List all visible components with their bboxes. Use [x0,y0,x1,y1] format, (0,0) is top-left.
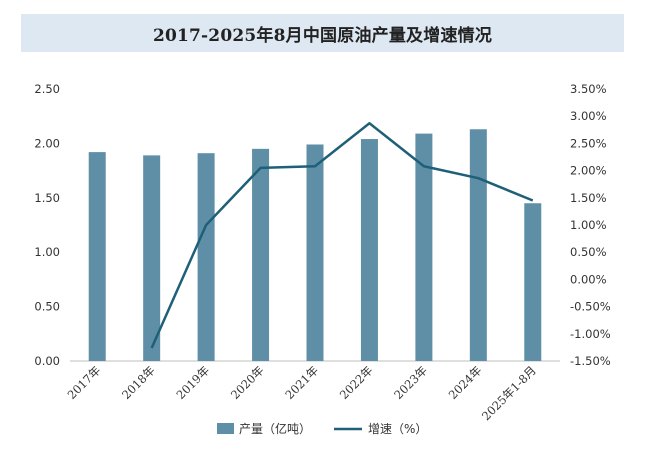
bar-production [88,152,106,361]
y-right-tick-label: 2.50% [570,136,607,150]
y-right-tick-label: 3.00% [570,109,607,123]
y-left-tick-label: 2.00 [34,136,60,150]
bar-production [524,203,542,361]
legend-swatch-production [217,423,234,434]
y-right-tick-label: -0.50% [570,300,611,314]
bar-production [415,133,433,361]
bar-production [360,139,378,361]
y-right-tick-label: 0.00% [570,272,607,286]
bar-production [143,155,161,361]
x-tick-label: 2024年 [446,363,485,402]
x-tick-label: 2018年 [119,363,158,402]
y-right-tick-label: -1.00% [570,327,611,341]
x-tick-label: 2023年 [391,363,430,402]
y-right-tick-label: -1.50% [570,354,611,368]
x-tick-label: 2020年 [228,363,267,402]
y-right-tick-label: 0.50% [570,245,607,259]
legend-label-production: 产量（亿吨） [239,421,311,436]
y-right-tick-label: 1.50% [570,191,607,205]
y-left-tick-label: 0.00 [34,354,60,368]
bar-production [469,129,487,361]
y-right-tick-label: 1.00% [570,218,607,232]
line-growth-rate [150,122,534,349]
bar-production [252,148,270,361]
x-tick-label: 2017年 [65,363,104,402]
x-tick-label: 2019年 [173,363,212,402]
chart-title: 2017-2025年8月中国原油产量及增速情况 [152,25,493,46]
bar-production [306,144,324,361]
chart-title-bar: 2017-2025年8月中国原油产量及增速情况 [21,14,624,52]
bar-production [197,153,215,361]
legend-label-growth: 增速（%） [368,422,427,436]
y-left-tick-label: 0.50 [34,300,60,314]
x-tick-label: 2021年 [282,363,321,402]
y-left-tick-label: 1.50 [34,191,60,205]
x-tick-label: 2025年1-8月 [479,363,539,423]
y-left-tick-label: 2.50 [34,82,60,96]
y-left-tick-label: 1.00 [34,245,60,259]
x-tick-label: 2022年 [337,363,376,402]
y-right-tick-label: 2.00% [570,164,607,178]
y-right-tick-label: 3.50% [570,82,607,96]
